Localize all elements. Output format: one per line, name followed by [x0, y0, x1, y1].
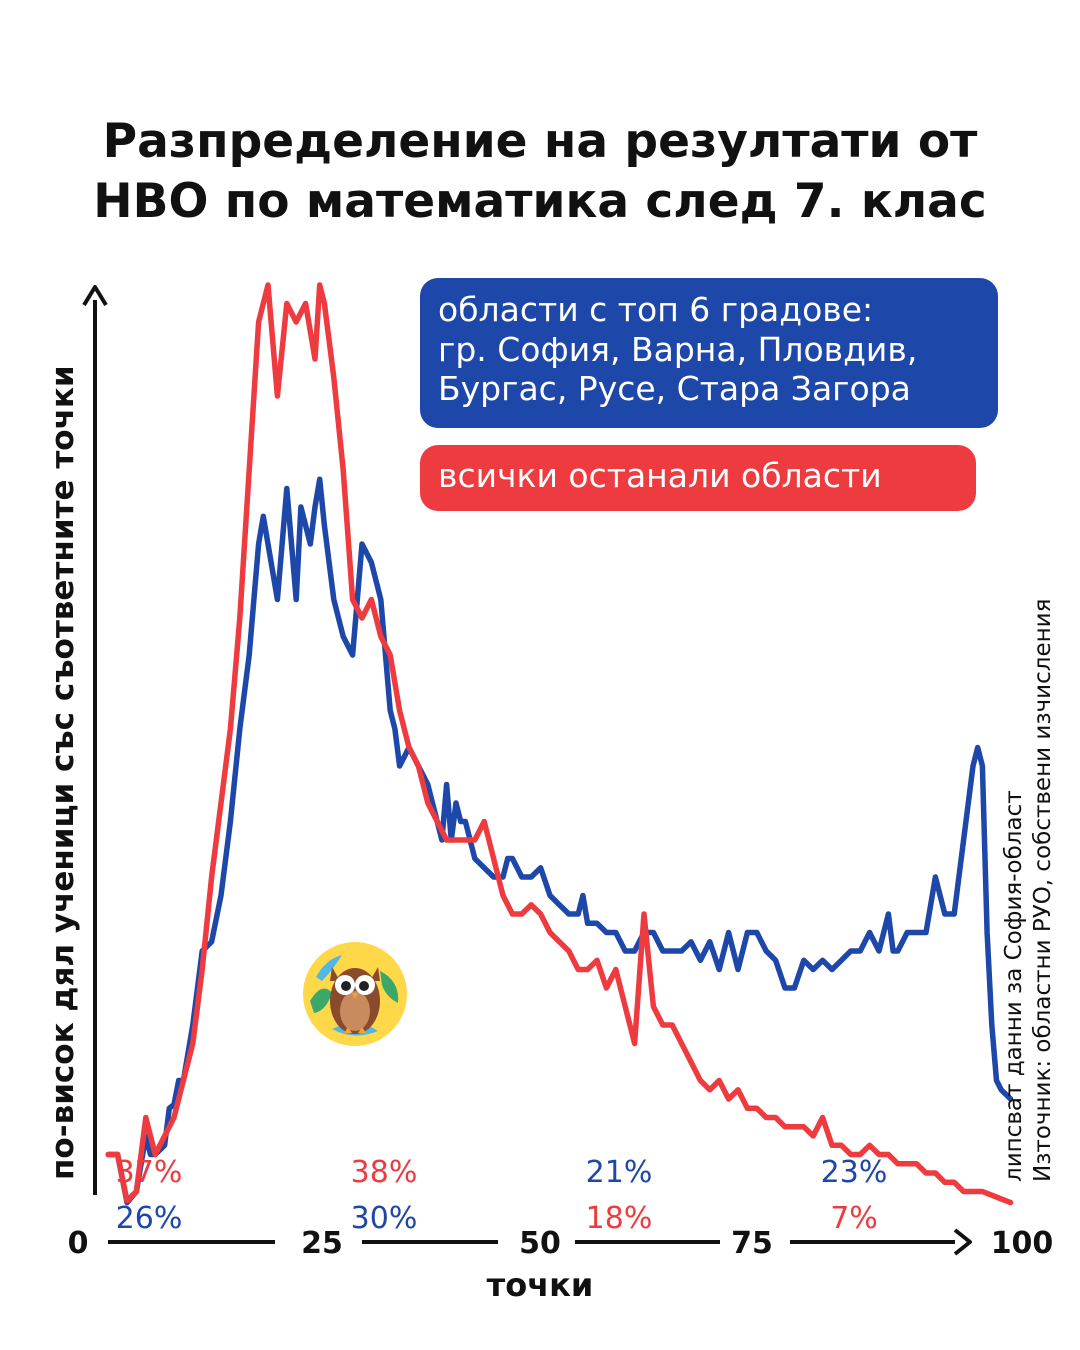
bin-label-bottom: 7% [830, 1201, 878, 1236]
source-note-line-2: Източник: областни РУО, собствени изчисл… [1029, 598, 1056, 1182]
y-axis-label: по-висок дял ученици със съответните точ… [45, 365, 81, 1180]
source-note-line-1: липсват данни за София-област [1001, 790, 1027, 1182]
legend-top6-line-3: Бургас, Русе, Стара Загора [438, 369, 911, 409]
x-tick-label: 100 [991, 1226, 1054, 1261]
bin-label-top: 37% [116, 1155, 183, 1190]
series-line-top6 [105, 476, 1014, 1206]
legend-top6-line-1: области с топ 6 градове: [438, 290, 874, 329]
x-tick-label: 50 [519, 1226, 561, 1261]
y-axis-arrow [82, 285, 108, 307]
x-axis-arrow [953, 1228, 972, 1256]
chart-title: Разпределение на резултати от НВО по мат… [0, 112, 1080, 232]
bin-label-top: 21% [586, 1155, 653, 1190]
legend-top6-line-2: гр. София, Варна, Пловдив, [438, 329, 918, 369]
bin-label-bottom: 30% [351, 1201, 418, 1236]
bin-label-bottom: 18% [586, 1201, 653, 1236]
legend-top6: области с топ 6 градове: гр. София, Варн… [420, 278, 998, 428]
source-note: липсват данни за София-област Източник: … [1000, 599, 1058, 1182]
x-tick-label: 75 [731, 1226, 773, 1261]
x-tick-labels: 0 25 50 75 100 [68, 1226, 1054, 1261]
bin-label-bottom: 26% [116, 1201, 183, 1236]
axes [82, 285, 972, 1256]
legend-others-label: всички останали области [438, 456, 882, 495]
x-axis-label: точки [486, 1266, 594, 1304]
legend-others: всички останали области [420, 445, 976, 511]
bin-label-top: 23% [821, 1155, 888, 1190]
x-tick-label: 0 [68, 1226, 89, 1261]
bin-label-top: 38% [351, 1155, 418, 1190]
series-lines [105, 282, 1014, 1206]
chart-title-line-2: НВО по математика след 7. клас [93, 174, 987, 230]
bin-percent-labels: 37% 26% 38% 30% 21% 18% 23% 7% [116, 1155, 888, 1236]
owl-globe-icon [303, 942, 407, 1046]
chart-title-line-1: Разпределение на резултати от [102, 114, 978, 169]
series-line-others [105, 282, 1014, 1206]
x-tick-label: 25 [301, 1226, 343, 1261]
